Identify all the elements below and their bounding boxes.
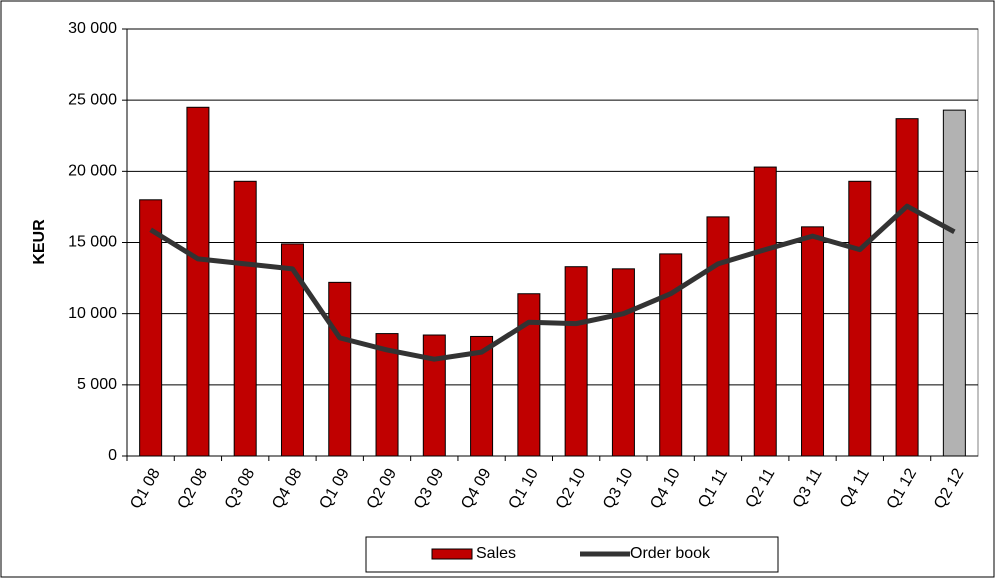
bar bbox=[280, 243, 304, 457]
bar bbox=[517, 293, 541, 457]
bar bbox=[328, 281, 352, 457]
line bbox=[149, 203, 956, 362]
bar bbox=[611, 268, 635, 457]
bar bbox=[659, 253, 683, 457]
bar bbox=[564, 266, 588, 457]
bar bbox=[753, 166, 777, 457]
y-tick-label: 30 000 bbox=[68, 20, 117, 37]
bar bbox=[375, 333, 399, 457]
y-tick-label: 25 000 bbox=[68, 91, 117, 108]
legend-box bbox=[365, 536, 779, 573]
bar bbox=[706, 216, 730, 457]
y-tick-label: 0 bbox=[108, 447, 117, 464]
bar bbox=[801, 226, 825, 457]
bar bbox=[895, 118, 919, 457]
bar bbox=[233, 180, 257, 457]
bar bbox=[139, 199, 163, 457]
y-tick-label: 15 000 bbox=[68, 234, 117, 251]
legend-label: Order book bbox=[630, 545, 711, 562]
bar bbox=[942, 109, 966, 457]
bar bbox=[848, 180, 872, 457]
y-tick-label: 5 000 bbox=[77, 376, 117, 393]
y-tick-label: 20 000 bbox=[68, 163, 117, 180]
bar bbox=[470, 335, 494, 457]
y-axis-label: KEUR bbox=[31, 219, 48, 265]
bar bbox=[186, 106, 210, 457]
legend-swatch bbox=[431, 548, 473, 560]
y-tick-label: 10 000 bbox=[68, 305, 117, 322]
legend-label: Sales bbox=[476, 545, 516, 562]
bar bbox=[422, 334, 446, 457]
